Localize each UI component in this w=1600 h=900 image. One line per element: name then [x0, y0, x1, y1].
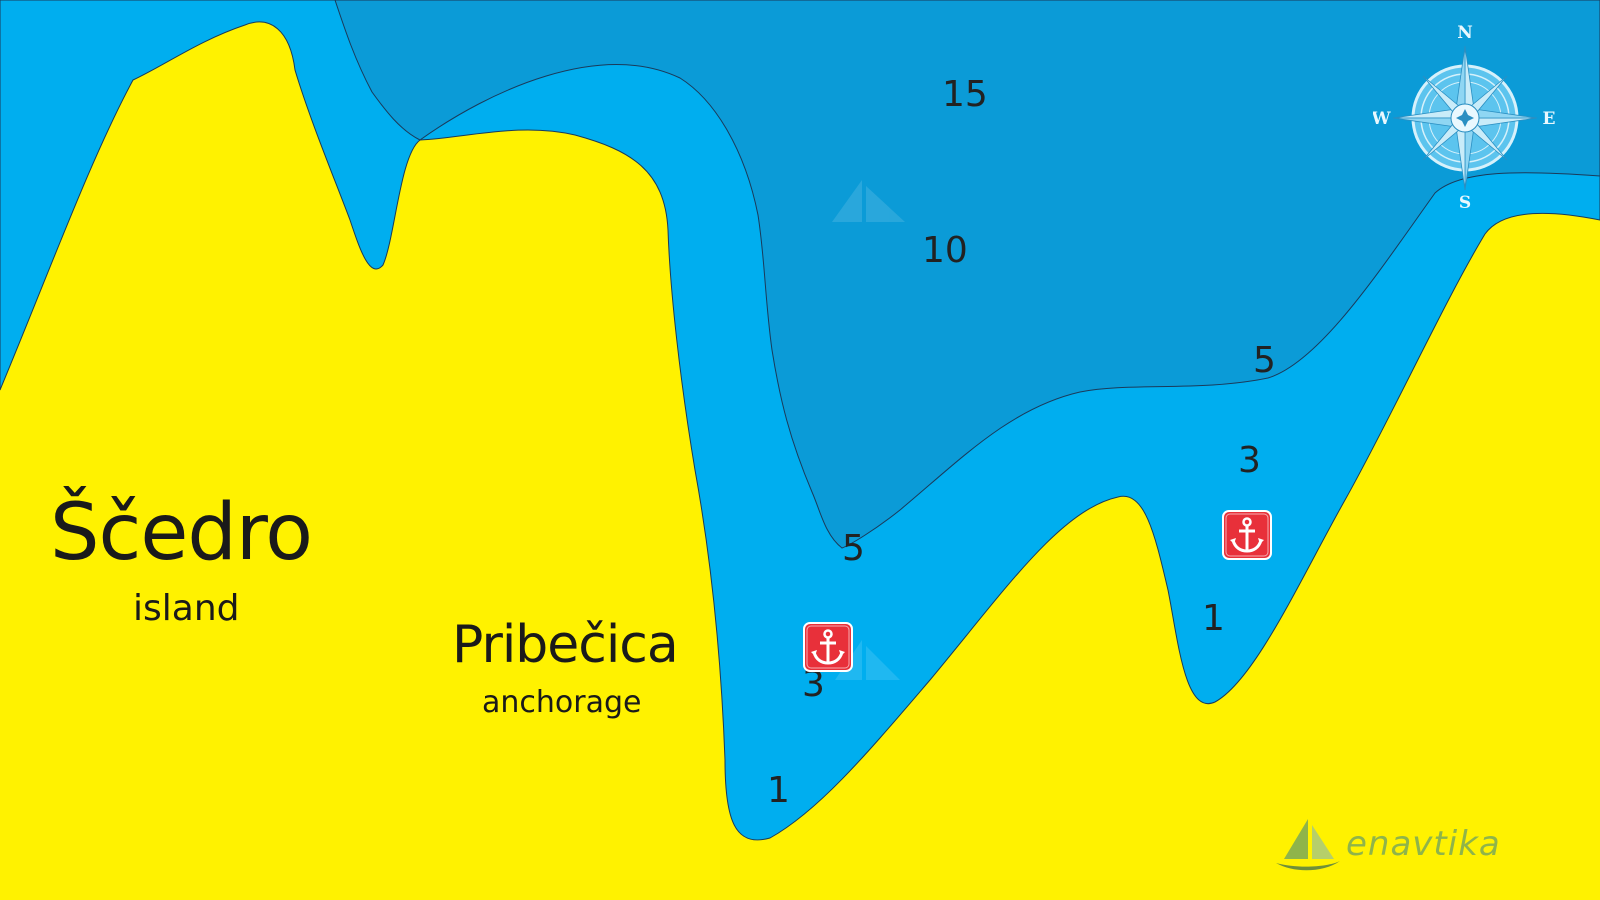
- watermark-boat: [832, 180, 905, 222]
- depth-label: 3: [802, 664, 825, 705]
- compass-north-label: N: [1457, 23, 1473, 43]
- compass-west-label: W: [1373, 109, 1391, 129]
- anchor-icon[interactable]: [1222, 510, 1272, 560]
- island-subtitle: island: [133, 588, 240, 629]
- anchorage-name: Pribečica: [452, 615, 679, 675]
- enavtika-logo: enavtika: [1276, 819, 1501, 871]
- anchorage-subtitle: anchorage: [482, 685, 642, 720]
- anchor-icon[interactable]: [803, 622, 853, 672]
- compass-rose-icon: N S W E: [1373, 23, 1556, 212]
- depth-label: 1: [1202, 598, 1225, 639]
- sailboat-logo-icon: [1276, 819, 1340, 871]
- compass-east-label: E: [1543, 109, 1556, 129]
- deep-water: [334, 0, 1600, 549]
- depth-label: 10: [922, 230, 968, 271]
- logo-text: enavtika: [1346, 824, 1501, 864]
- depth-label: 5: [842, 528, 865, 569]
- depth-label: 5: [1253, 340, 1276, 381]
- compass-south-label: S: [1459, 193, 1471, 212]
- depth-label: 1: [767, 770, 790, 811]
- island-name: Ščedro: [50, 488, 313, 578]
- depth-label: 3: [1238, 440, 1261, 481]
- depth-label: 15: [942, 74, 988, 115]
